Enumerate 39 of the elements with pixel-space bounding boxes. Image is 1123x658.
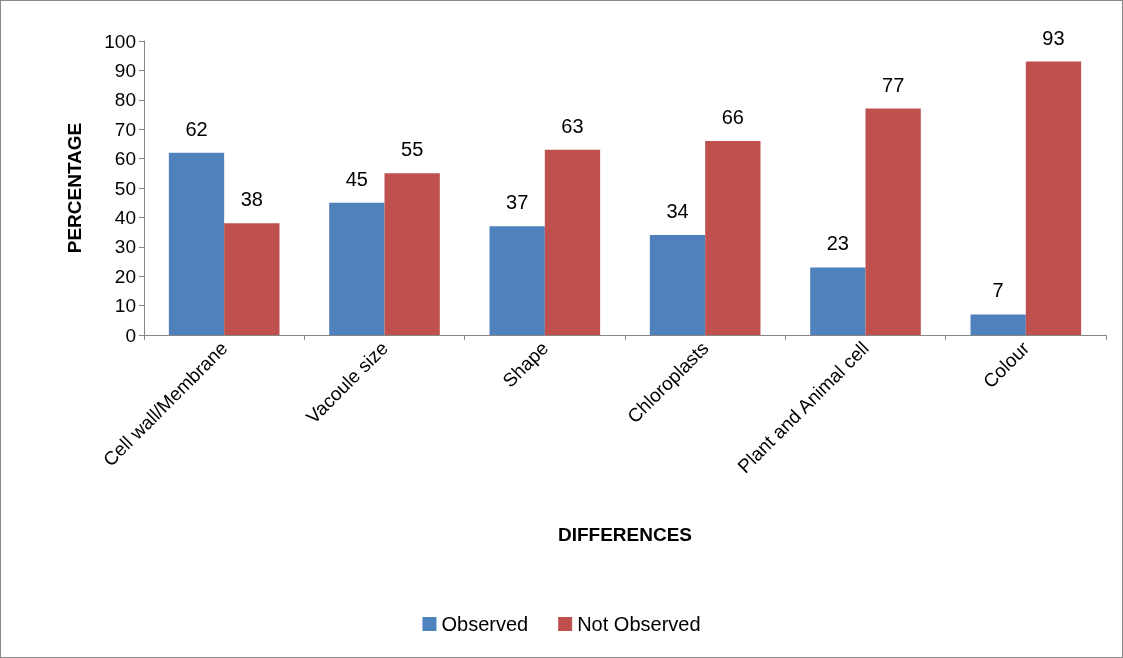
y-tick-label: 10 <box>114 295 136 317</box>
bar <box>329 202 385 335</box>
y-tick-label: 30 <box>114 236 136 258</box>
y-tick-label: 70 <box>114 118 136 140</box>
y-tick-label: 50 <box>114 177 136 199</box>
y-tick-label: 20 <box>114 265 136 287</box>
data-label: 45 <box>345 167 368 190</box>
bar <box>1025 61 1082 335</box>
data-label: 38 <box>240 188 263 211</box>
y-axis-title: PERCENTAGE <box>64 122 85 254</box>
y-tick-label: 80 <box>114 89 136 111</box>
y-tick-label: 0 <box>125 324 136 346</box>
y-tick-label: 90 <box>114 59 136 81</box>
data-label: 62 <box>185 117 208 140</box>
data-label: 55 <box>401 138 424 161</box>
x-axis-title: DIFFERENCES <box>557 524 693 545</box>
bar <box>224 223 280 335</box>
data-label: 77 <box>882 73 905 96</box>
bar <box>865 108 921 335</box>
bar <box>970 314 1026 335</box>
data-label: 34 <box>666 200 689 223</box>
y-tick-label: 40 <box>114 206 136 228</box>
bar <box>810 267 866 335</box>
bar <box>649 235 706 335</box>
bar <box>705 140 761 335</box>
y-tick-label: 100 <box>104 30 136 52</box>
bar <box>489 226 545 335</box>
bar <box>384 173 440 335</box>
data-label: 23 <box>826 232 849 255</box>
bar <box>168 152 225 335</box>
data-label: 37 <box>506 191 529 214</box>
data-label: 7 <box>992 279 1004 302</box>
y-tick-label: 60 <box>114 148 136 170</box>
legend-label: Not Observed <box>577 613 701 635</box>
data-label: 93 <box>1042 26 1065 49</box>
data-label: 63 <box>561 114 584 137</box>
legend-label: Observed <box>441 613 529 635</box>
bar <box>544 149 601 335</box>
data-label: 66 <box>721 105 744 128</box>
